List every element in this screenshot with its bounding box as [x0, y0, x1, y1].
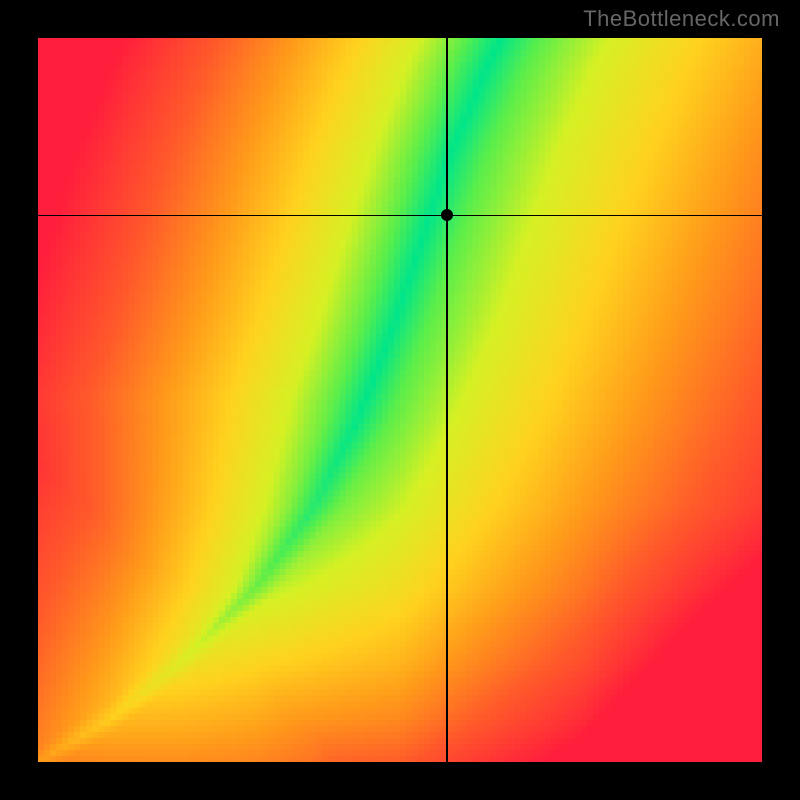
crosshair-vertical: [446, 38, 448, 762]
crosshair-horizontal: [38, 215, 762, 217]
heatmap-canvas: [38, 38, 762, 762]
watermark-text: TheBottleneck.com: [583, 6, 780, 32]
heatmap-plot: [38, 38, 762, 762]
chart-container: TheBottleneck.com: [0, 0, 800, 800]
